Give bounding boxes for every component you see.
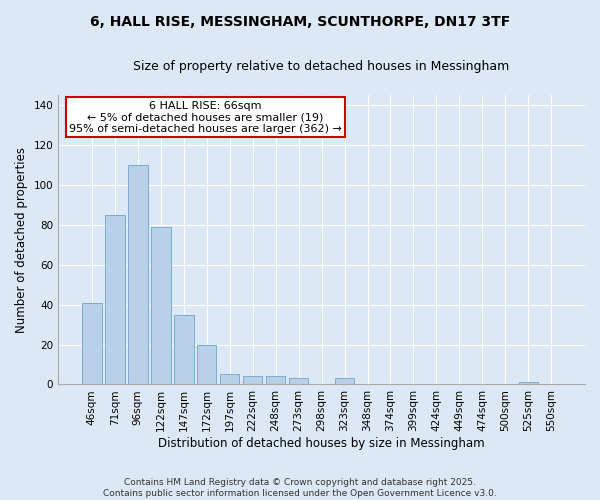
Bar: [289, 378, 308, 384]
Bar: [82, 302, 101, 384]
Bar: [105, 215, 125, 384]
Text: 6 HALL RISE: 66sqm
← 5% of detached houses are smaller (19)
95% of semi-detached: 6 HALL RISE: 66sqm ← 5% of detached hous…: [69, 101, 342, 134]
Bar: [518, 382, 538, 384]
Y-axis label: Number of detached properties: Number of detached properties: [15, 146, 28, 332]
Text: Contains HM Land Registry data © Crown copyright and database right 2025.
Contai: Contains HM Land Registry data © Crown c…: [103, 478, 497, 498]
Bar: [128, 165, 148, 384]
Bar: [174, 314, 194, 384]
Bar: [266, 376, 286, 384]
Bar: [197, 344, 217, 385]
Title: Size of property relative to detached houses in Messingham: Size of property relative to detached ho…: [133, 60, 510, 73]
Bar: [220, 374, 239, 384]
Bar: [151, 227, 170, 384]
Bar: [335, 378, 355, 384]
Text: 6, HALL RISE, MESSINGHAM, SCUNTHORPE, DN17 3TF: 6, HALL RISE, MESSINGHAM, SCUNTHORPE, DN…: [90, 15, 510, 29]
Bar: [243, 376, 262, 384]
X-axis label: Distribution of detached houses by size in Messingham: Distribution of detached houses by size …: [158, 437, 485, 450]
